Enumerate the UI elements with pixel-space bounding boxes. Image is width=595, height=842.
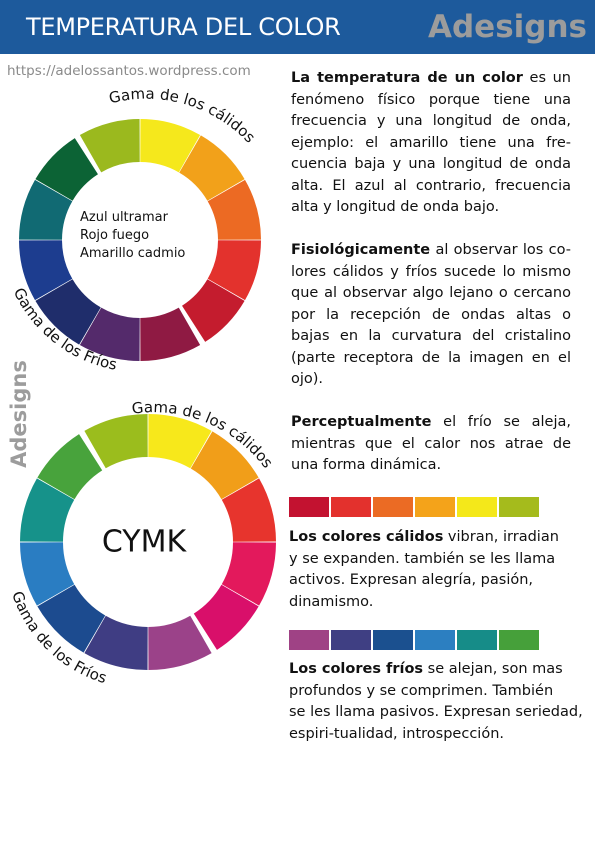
paragraph-lead: La temperatura de un color [291, 70, 523, 86]
color-swatch [415, 497, 455, 517]
color-swatch [331, 497, 371, 517]
warm-swatch-strip [289, 497, 539, 517]
brand-logo: Adesigns [428, 9, 587, 45]
page-title: TEMPERATURA DEL COLOR [26, 13, 340, 41]
pigment-label: Rojo fuego [80, 227, 185, 245]
note-text: se alejan, son mas [423, 661, 563, 677]
note-line: se les llama pasivos. Expresan seriedad, [289, 702, 589, 724]
warm-colors-note: Los colores cálidos vibran, irradian y s… [289, 527, 589, 613]
color-swatch [331, 630, 371, 650]
note-line: y se expanden. también se les llama [289, 549, 589, 571]
wheel-2-center-label: CYMK [102, 525, 186, 560]
color-swatch [499, 497, 539, 517]
pigment-label: Azul ultramar [80, 209, 185, 227]
pigment-label: Amarillo cadmio [80, 245, 185, 263]
paragraph-body: al observar los co-lores cálidos y fríos… [291, 242, 571, 387]
note-line: dinamismo. [289, 592, 589, 614]
color-swatch [289, 630, 329, 650]
paragraph-perceptual: Perceptualmente el frío se aleja, mientr… [291, 412, 571, 477]
paragraph-physiological: Fisiológicamente al observar los co-lore… [291, 240, 571, 391]
paragraph-lead: Fisiológicamente [291, 242, 430, 258]
cool-swatch-strip [289, 630, 539, 650]
color-swatch [415, 630, 455, 650]
color-swatch [457, 497, 497, 517]
color-swatch [289, 497, 329, 517]
note-line: profundos y se comprimen. También [289, 681, 589, 703]
note-lead: Los colores fríos [289, 661, 423, 677]
cool-colors-note: Los colores fríos se alejan, son mas pro… [289, 659, 589, 745]
wheel-1-pigment-labels: Azul ultramar Rojo fuego Amarillo cadmio [80, 209, 185, 263]
paragraph-body: es un fenómeno físico porque tiene una f… [291, 70, 571, 215]
note-line: activos. Expresan alegría, pasión, [289, 570, 589, 592]
header-bar: TEMPERATURA DEL COLOR Adesigns [0, 0, 595, 54]
note-text: vibran, irradian [443, 529, 559, 545]
color-swatch [373, 630, 413, 650]
note-lead: Los colores cálidos [289, 529, 443, 545]
color-swatch [373, 497, 413, 517]
source-url[interactable]: https://adelossantos.wordpress.com [7, 63, 251, 79]
paragraph-lead: Perceptualmente [291, 414, 431, 430]
note-line: espiri-tualidad, introspección. [289, 724, 589, 746]
color-swatch [457, 630, 497, 650]
color-swatch [499, 630, 539, 650]
paragraph-physical: La temperatura de un color es un fenómen… [291, 68, 571, 219]
